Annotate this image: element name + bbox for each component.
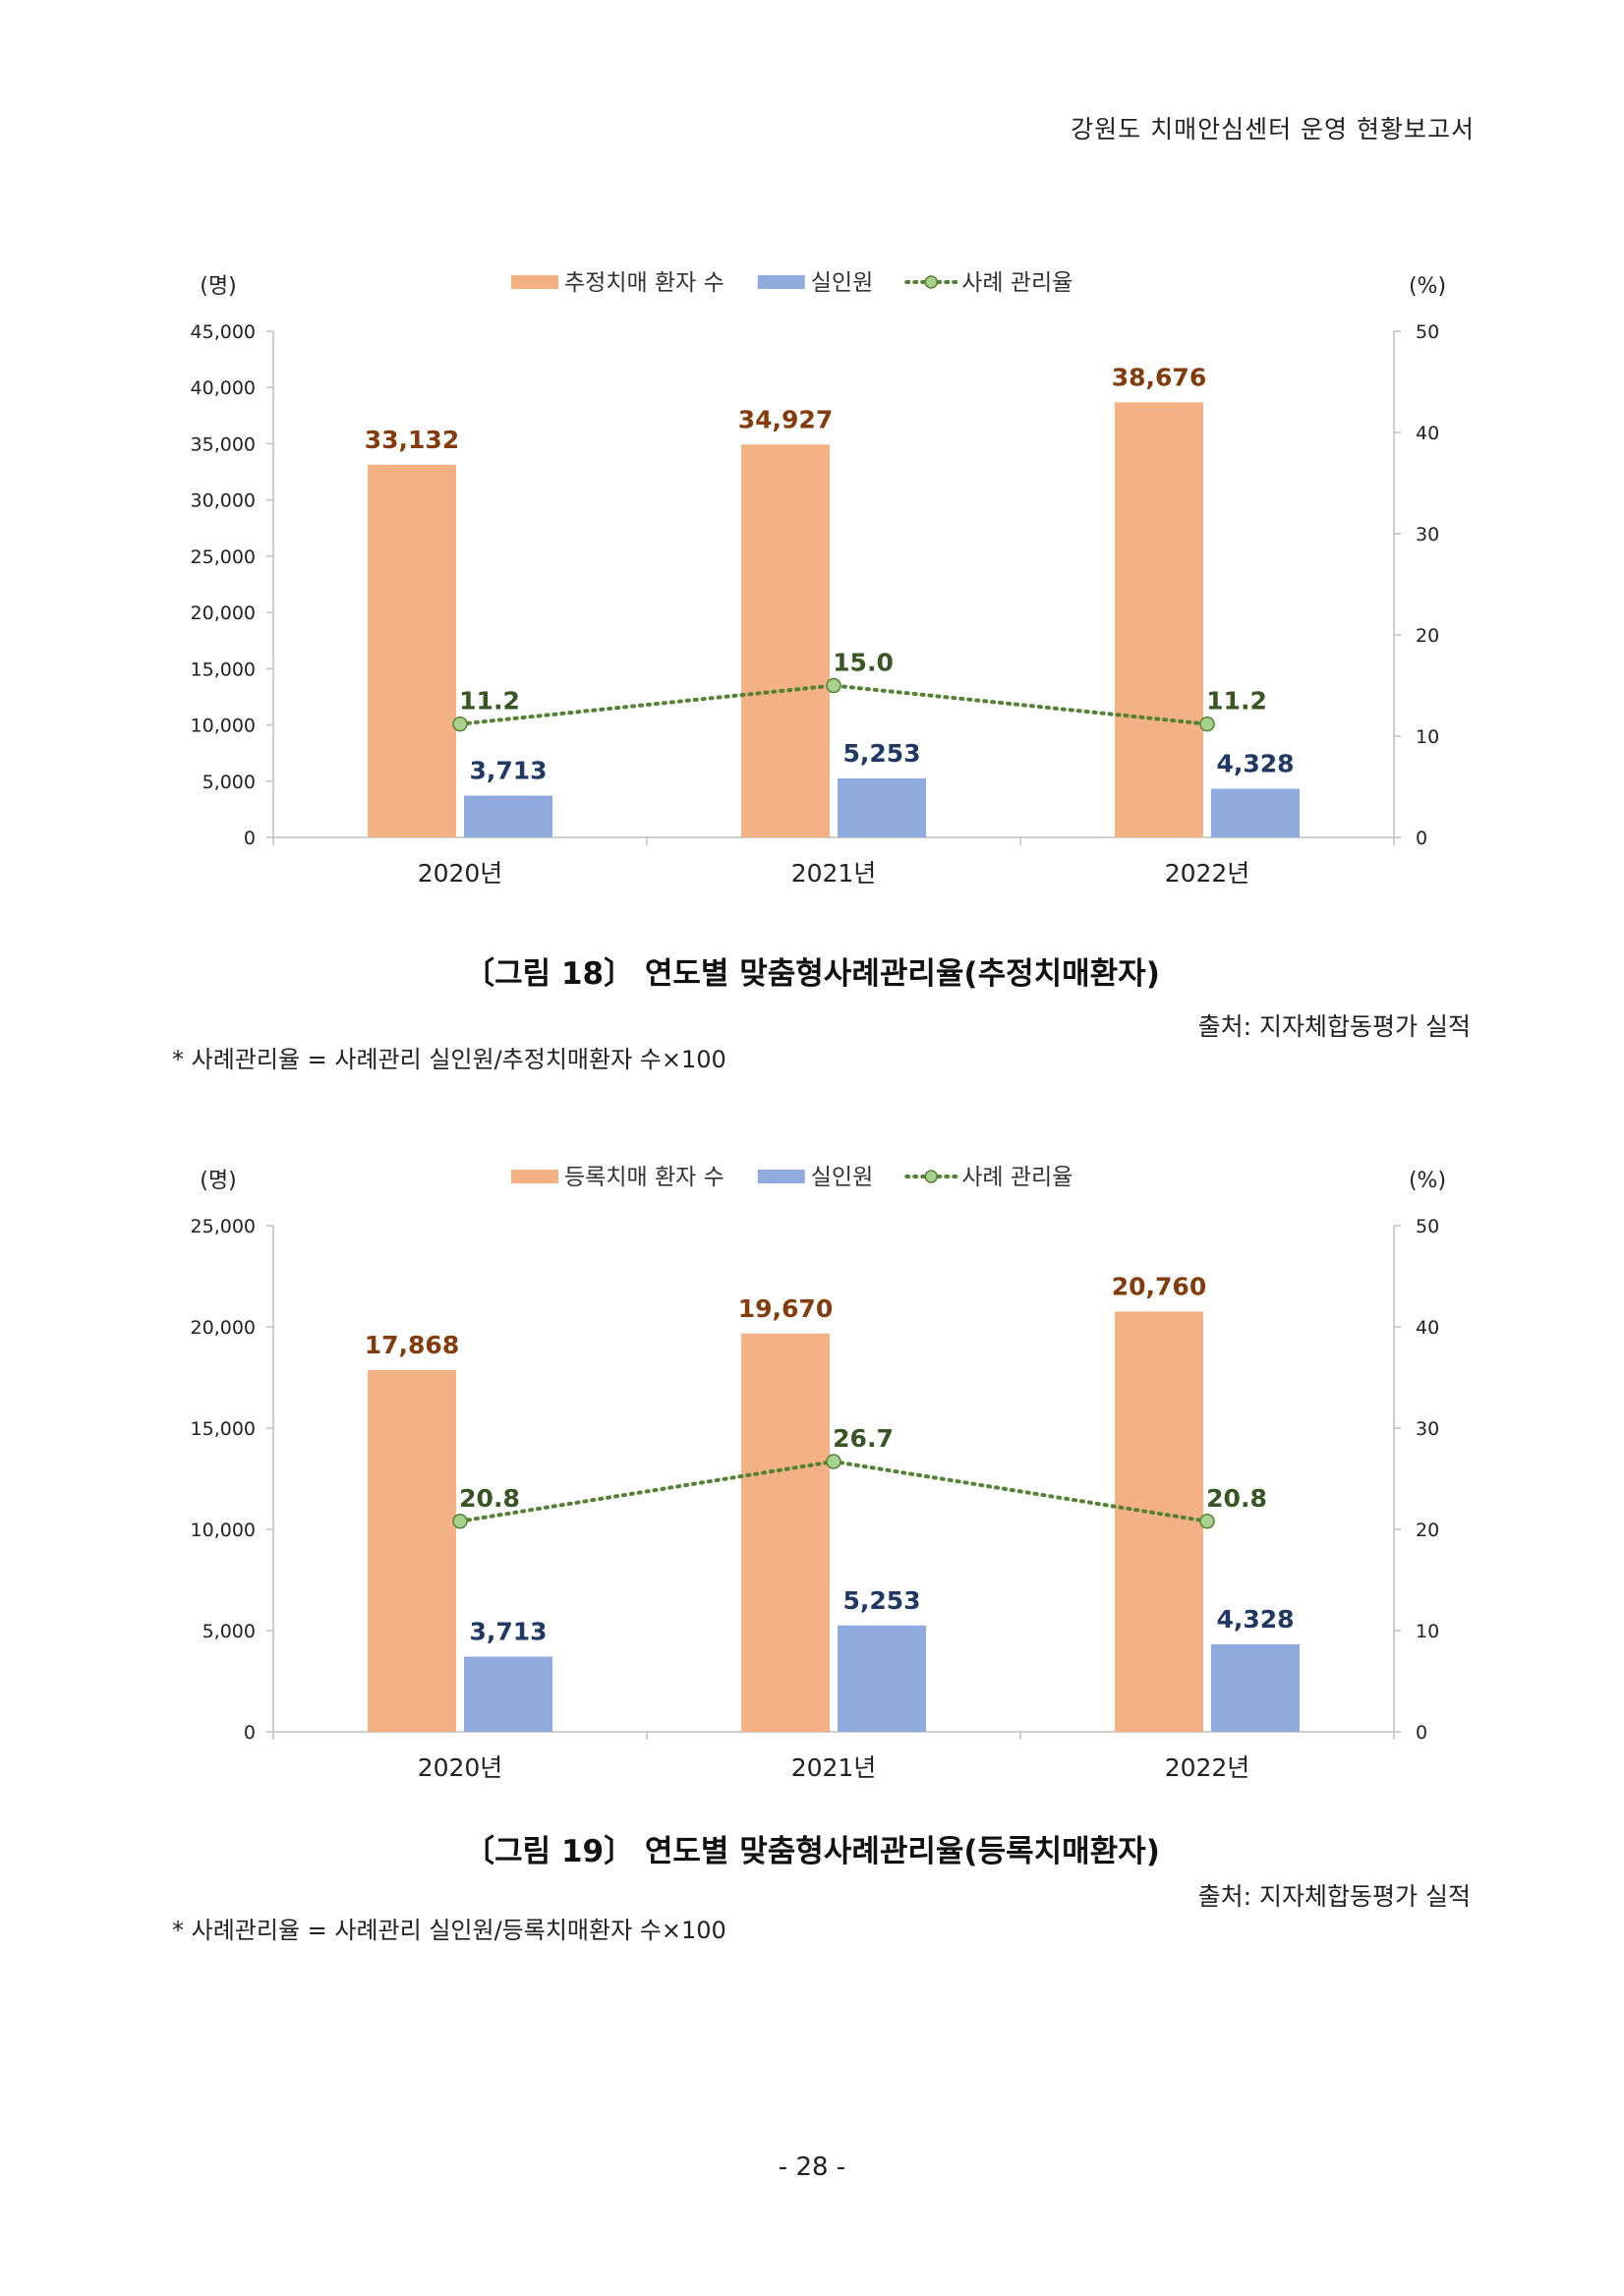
legend-label-c1: 사례 관리율 (961, 1165, 1073, 1190)
bar-managed-c1 (838, 1625, 926, 1732)
left-tick-label-c0: 45,000 (191, 321, 256, 343)
left-axis-unit-c0: (명) (200, 274, 236, 299)
bar-value-label-c0: 3,713 (469, 757, 547, 785)
left-tick-label-c0: 5,000 (203, 772, 256, 793)
rate-point-c1 (826, 1454, 841, 1469)
left-tick-label-c0: 25,000 (191, 546, 256, 568)
right-tick-label-c1: 50 (1416, 1216, 1439, 1237)
x-category-label-c0: 2020년 (418, 859, 503, 888)
rate-point-c1 (1199, 1514, 1215, 1529)
legend-swatch-c0 (511, 275, 558, 289)
chart-registered-patients: 0 5,000 10,000 15,000 20,000 25,000 0 10 20 30 40 5… (191, 1165, 1447, 1782)
bar-managed-c0 (1211, 788, 1300, 837)
document-header: 강원도 치매안심센터 운영 현황보고서 (1071, 115, 1475, 144)
left-tick-label-c1: 15,000 (191, 1418, 256, 1440)
legend-marker-c1 (924, 1170, 938, 1183)
rate-value-label-c0: 11.2 (459, 687, 520, 716)
bar-patients-c1 (1115, 1311, 1203, 1732)
rate-point-c0 (452, 716, 468, 732)
bar-managed-c1 (1211, 1643, 1300, 1732)
left-tick-label-c1: 0 (244, 1722, 256, 1744)
bar-value-label-c1: 20,760 (1112, 1272, 1206, 1300)
left-axis-unit-c1: (명) (200, 1169, 236, 1193)
bar-patients-c1 (741, 1333, 830, 1732)
figure-note-19: * 사례관리율 = 사례관리 실인원/등록치매환자 수×100 (172, 1917, 726, 1944)
chart-estimated-patients: 0 5,000 10,000 15,000 20,000 25,000 30,000 35,0… (191, 270, 1447, 888)
right-tick-label-c1: 40 (1416, 1317, 1439, 1339)
figure-source-19: 출처: 지자체합동평가 실적 (1197, 1882, 1471, 1911)
left-tick-label-c0: 30,000 (191, 490, 256, 512)
bar-value-label-c1: 17,868 (365, 1331, 459, 1359)
bar-value-label-c0: 34,927 (738, 405, 833, 433)
right-axis-unit-c0: (%) (1409, 274, 1446, 299)
left-tick-label-c0: 40,000 (191, 377, 256, 399)
figure-note-18: * 사례관리율 = 사례관리 실인원/추정치매환자 수×100 (172, 1046, 726, 1073)
bar-value-label-c0: 33,132 (365, 426, 459, 454)
page-number: - 28 - (778, 2152, 846, 2182)
x-category-label-c0: 2021년 (791, 859, 877, 888)
bar-managed-c0 (464, 795, 552, 837)
x-category-label-c1: 2022년 (1165, 1753, 1250, 1782)
right-tick-label-c1: 0 (1416, 1722, 1427, 1744)
left-tick-label-c1: 20,000 (191, 1317, 256, 1339)
x-category-label-c0: 2022년 (1165, 859, 1250, 888)
left-tick-label-c1: 25,000 (191, 1216, 256, 1237)
right-tick-label-c0: 20 (1416, 625, 1439, 647)
x-category-label-c1: 2020년 (418, 1753, 503, 1782)
left-tick-label-c1: 5,000 (203, 1621, 256, 1642)
rate-point-c0 (1199, 716, 1215, 732)
legend-swatch-c1 (511, 1170, 558, 1183)
bar-patients-c0 (1115, 402, 1203, 837)
left-tick-label-c0: 35,000 (191, 433, 256, 455)
legend-label-c0: 추정치매 환자 수 (564, 270, 725, 296)
left-tick-label-c0: 10,000 (191, 716, 256, 737)
left-tick-label-c1: 10,000 (191, 1520, 256, 1541)
bar-value-label-c0: 38,676 (1112, 363, 1206, 391)
legend-label-c0: 사례 관리율 (961, 270, 1073, 296)
rate-value-label-c1: 20.8 (1206, 1484, 1267, 1513)
bar-value-label-c1: 4,328 (1216, 1605, 1294, 1634)
rate-value-label-c0: 15.0 (833, 649, 894, 677)
figure-caption-18: 〔그림 18〕 연도별 맞춤형사례관리율(추정치매환자) (464, 956, 1160, 992)
bar-patients-c0 (741, 444, 830, 837)
legend-swatch-c0 (757, 275, 805, 289)
rate-value-label-c1: 20.8 (459, 1484, 520, 1513)
bar-patients-c0 (368, 464, 456, 837)
bar-value-label-c0: 5,253 (842, 739, 920, 768)
figure-source-18: 출처: 지자체합동평가 실적 (1197, 1012, 1471, 1041)
bar-patients-c1 (368, 1369, 456, 1732)
rate-point-c1 (452, 1514, 468, 1529)
rate-line-c1 (458, 1459, 1209, 1523)
left-tick-label-c0: 20,000 (191, 603, 256, 624)
bar-managed-c0 (838, 777, 926, 837)
left-tick-label-c0: 0 (244, 828, 256, 849)
right-tick-label-c0: 50 (1416, 321, 1439, 343)
legend-swatch-c1 (757, 1170, 805, 1183)
right-tick-label-c0: 0 (1416, 828, 1427, 849)
bar-value-label-c0: 4,328 (1216, 749, 1294, 777)
right-tick-label-c1: 10 (1416, 1621, 1439, 1642)
left-tick-label-c0: 15,000 (191, 659, 256, 680)
figure-caption-19: 〔그림 19〕 연도별 맞춤형사례관리율(등록치매환자) (464, 1834, 1160, 1869)
right-tick-label-c0: 30 (1416, 524, 1439, 545)
bar-value-label-c1: 19,670 (738, 1294, 833, 1323)
legend-label-c1: 실인원 (811, 1165, 873, 1190)
rate-value-label-c1: 26.7 (833, 1424, 894, 1453)
legend-label-c0: 실인원 (811, 270, 873, 296)
rate-value-label-c0: 11.2 (1206, 687, 1267, 716)
legend-label-c1: 등록치매 환자 수 (564, 1165, 725, 1190)
right-tick-label-c0: 40 (1416, 423, 1439, 444)
right-tick-label-c1: 30 (1416, 1418, 1439, 1440)
right-tick-label-c1: 20 (1416, 1520, 1439, 1541)
right-axis-unit-c1: (%) (1409, 1169, 1446, 1193)
right-tick-label-c0: 10 (1416, 726, 1439, 748)
legend-marker-c0 (924, 275, 938, 289)
bar-value-label-c1: 3,713 (469, 1618, 547, 1646)
bar-managed-c1 (464, 1656, 552, 1732)
x-category-label-c1: 2021년 (791, 1753, 877, 1782)
rate-point-c0 (826, 677, 841, 694)
bar-value-label-c1: 5,253 (842, 1586, 920, 1615)
